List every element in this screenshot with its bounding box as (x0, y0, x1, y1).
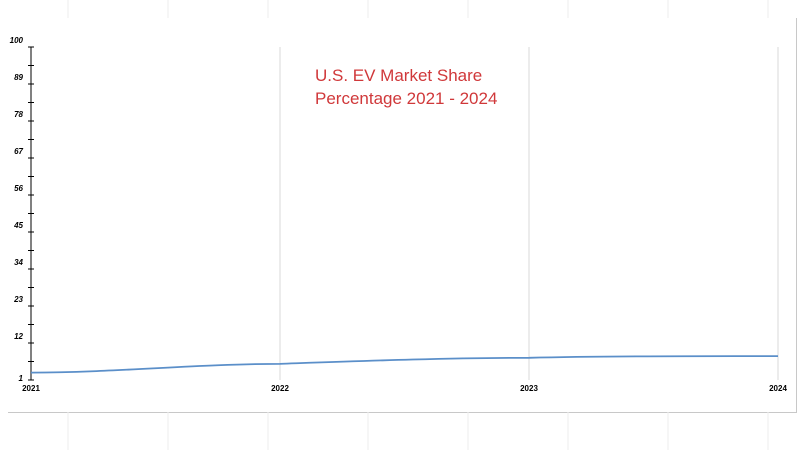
y-tick-label: 1 (19, 374, 24, 383)
chart-frame (8, 18, 797, 413)
y-tick-label: 45 (13, 221, 23, 230)
y-tick-label: 34 (14, 258, 23, 267)
y-tick-label: 56 (14, 184, 23, 193)
y-tick-label: 100 (10, 36, 24, 45)
chart-title-line2: Percentage 2021 - 2024 (315, 89, 498, 108)
y-tick-label: 78 (14, 110, 23, 119)
x-tick-label: 2024 (769, 384, 787, 393)
chart-title-line1: U.S. EV Market Share (315, 66, 483, 85)
x-tick-label: 2021 (22, 384, 40, 393)
chart-title: U.S. EV Market Share Percentage 2021 - 2… (315, 64, 497, 110)
x-tick-label: 2022 (271, 384, 289, 393)
y-tick-label: 23 (13, 295, 23, 304)
series-line (30, 355, 779, 374)
y-tick-label: 89 (14, 73, 23, 82)
y-tick-label: 12 (14, 332, 23, 341)
x-tick-label: 2023 (520, 384, 538, 393)
y-tick-label: 67 (14, 147, 23, 156)
